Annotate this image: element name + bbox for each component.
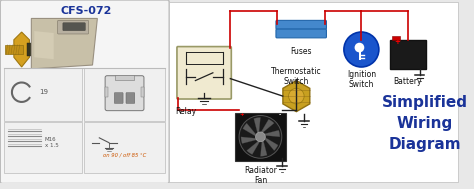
Text: Radiator
Fan: Radiator Fan <box>244 166 277 185</box>
Polygon shape <box>241 137 256 143</box>
FancyBboxPatch shape <box>114 93 123 103</box>
Bar <box>390 40 427 69</box>
Circle shape <box>355 43 365 52</box>
FancyBboxPatch shape <box>126 93 135 103</box>
Bar <box>105 87 108 97</box>
FancyBboxPatch shape <box>0 0 169 184</box>
Polygon shape <box>261 119 274 132</box>
Bar <box>115 75 134 80</box>
Bar <box>186 52 223 64</box>
Text: -: - <box>279 112 281 118</box>
Bar <box>84 68 165 121</box>
Text: Battery: Battery <box>394 77 422 86</box>
Bar <box>235 113 286 161</box>
FancyBboxPatch shape <box>276 20 327 29</box>
Bar <box>84 122 165 173</box>
Circle shape <box>239 115 282 158</box>
FancyBboxPatch shape <box>276 29 327 38</box>
Text: +: + <box>394 39 400 45</box>
Polygon shape <box>34 31 54 59</box>
Bar <box>392 36 400 40</box>
Circle shape <box>344 32 379 67</box>
Polygon shape <box>264 130 280 137</box>
FancyBboxPatch shape <box>57 20 89 34</box>
Bar <box>169 2 458 181</box>
Text: Simplified
Wiring
Diagram: Simplified Wiring Diagram <box>382 95 467 152</box>
Bar <box>4 122 82 173</box>
Text: Thermostatic
Switch: Thermostatic Switch <box>271 67 322 86</box>
Polygon shape <box>264 138 278 151</box>
Polygon shape <box>283 81 310 112</box>
Text: M16
x 1.5: M16 x 1.5 <box>45 137 59 148</box>
Bar <box>27 43 31 56</box>
Text: +: + <box>239 112 244 118</box>
Text: CFS-072: CFS-072 <box>60 6 111 16</box>
Bar <box>141 87 144 97</box>
Bar <box>4 68 82 121</box>
Text: Fuses: Fuses <box>291 47 312 56</box>
Polygon shape <box>260 141 267 156</box>
Text: Ignition
Switch: Ignition Switch <box>347 70 376 89</box>
Bar <box>5 45 23 54</box>
Polygon shape <box>14 32 29 67</box>
Polygon shape <box>359 52 361 60</box>
Circle shape <box>289 88 304 104</box>
Text: 19: 19 <box>39 89 48 95</box>
Polygon shape <box>246 141 260 154</box>
Polygon shape <box>31 19 97 69</box>
Text: Relay: Relay <box>175 107 196 116</box>
Text: on 90 / off 85 °C: on 90 / off 85 °C <box>103 153 146 158</box>
FancyBboxPatch shape <box>63 23 85 31</box>
Circle shape <box>255 132 265 142</box>
FancyBboxPatch shape <box>177 47 231 99</box>
FancyBboxPatch shape <box>105 76 144 111</box>
Polygon shape <box>243 123 256 136</box>
Polygon shape <box>254 117 260 133</box>
